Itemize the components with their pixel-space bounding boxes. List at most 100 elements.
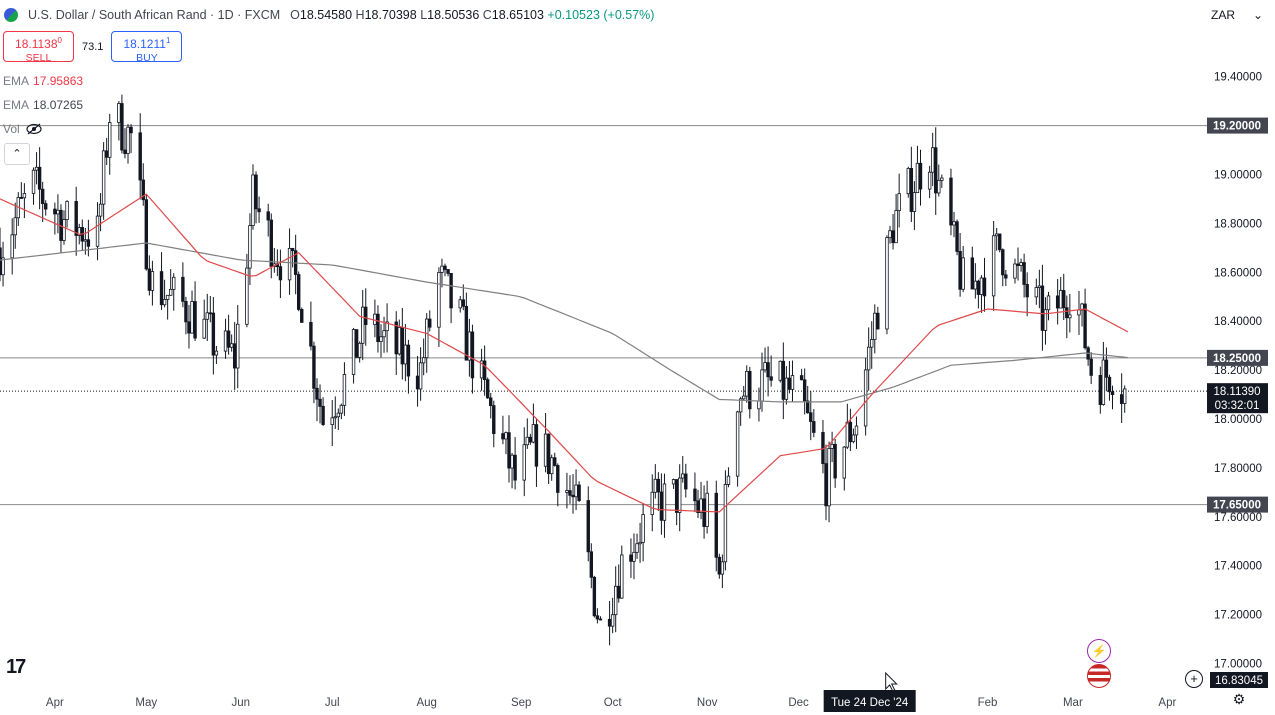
candle: [915, 145, 920, 194]
eye-hidden-icon[interactable]: [26, 123, 42, 135]
price-axis[interactable]: 17.00000 17.20000 17.40000 17.60000 17.80000…: [1207, 30, 1275, 690]
y-tick-label: 18.40000: [1214, 316, 1262, 328]
candle: [769, 355, 773, 387]
candle: [10, 218, 14, 275]
candle: [485, 377, 490, 399]
candle: [229, 334, 234, 352]
candle: [873, 304, 877, 354]
candle: [208, 295, 213, 323]
x-tick-label: Jul: [325, 697, 340, 709]
candle: [574, 469, 578, 511]
candle: [40, 181, 45, 223]
candle: [799, 368, 804, 381]
candle: [610, 597, 615, 634]
lightning-icon[interactable]: ⚡: [1087, 639, 1111, 663]
y-tick-label: 18.80000: [1214, 218, 1262, 230]
candle: [1080, 302, 1084, 327]
candle: [1046, 291, 1051, 321]
candle: [236, 305, 240, 389]
indicator-name: Vol: [3, 122, 20, 136]
candle: [1098, 366, 1103, 414]
candle: [44, 200, 48, 216]
add-plus-icon[interactable]: +: [1185, 670, 1203, 688]
candle: [845, 403, 850, 449]
candle: [784, 366, 789, 405]
candle: [464, 292, 469, 361]
candle: [315, 378, 319, 422]
open-value: 18.54580: [299, 8, 353, 22]
candle: [897, 173, 901, 228]
spread-value: 73.1: [82, 40, 104, 53]
candle: [671, 478, 676, 490]
candle: [991, 221, 996, 311]
x-tick-label: Dec: [788, 697, 809, 709]
candle: [885, 235, 889, 335]
buy-label: BUY: [136, 52, 158, 64]
currency-selector[interactable]: ZAR ⌄: [1207, 4, 1267, 26]
x-tick-label: Jun: [232, 697, 251, 709]
candle: [34, 152, 39, 185]
candle: [961, 245, 965, 293]
candle: [912, 181, 917, 230]
chevron-down-icon: ⌄: [1252, 8, 1263, 22]
candle: [1083, 288, 1087, 350]
time-axis[interactable]: Apr May Jun Jul Aug Sep Oct Nov Dec Feb Mar Apr Tue …: [0, 671, 1275, 715]
candle: [937, 164, 941, 197]
y-tick-label: 19.00000: [1214, 169, 1262, 181]
candle: [53, 202, 57, 235]
candle: [717, 553, 722, 579]
candle: [1104, 347, 1109, 392]
y-tick-label: 19.40000: [1214, 72, 1262, 84]
candle: [361, 290, 365, 361]
close-value: 18.65103: [491, 8, 544, 22]
sell-price-small: 0: [57, 36, 62, 45]
candle: [809, 391, 813, 441]
buy-button[interactable]: 18.12111 BUY: [111, 31, 183, 64]
candles: [0, 94, 1127, 646]
candle: [577, 481, 581, 502]
candle: [1086, 346, 1090, 366]
candle: [373, 299, 377, 338]
candle: [507, 415, 511, 483]
symbol-title[interactable]: U.S. Dollar / South African Rand · 1D · …: [28, 8, 281, 22]
candle: [1119, 373, 1124, 424]
candle: [129, 124, 133, 154]
indicator-ema-fast[interactable]: EMA 17.95863: [3, 74, 83, 88]
candle: [720, 554, 725, 589]
candle: [205, 293, 209, 342]
candle: [321, 397, 325, 426]
indicator-value: 18.07265: [33, 98, 84, 112]
indicator-ema-slow[interactable]: EMA 18.07265: [3, 98, 83, 112]
candle: [443, 263, 447, 277]
candle: [467, 318, 472, 377]
sell-button[interactable]: 18.11380 SELL: [3, 31, 74, 64]
candle: [150, 260, 155, 306]
candle: [138, 113, 142, 200]
candle: [812, 409, 816, 438]
high-label: H: [355, 8, 365, 22]
candle: [339, 403, 344, 420]
y-tick-label: 17.80000: [1214, 463, 1262, 475]
us-flag-icon[interactable]: [1087, 664, 1111, 688]
candle: [162, 279, 167, 308]
candle: [677, 464, 682, 532]
level-label: 17.65000: [1213, 500, 1261, 512]
candle: [309, 301, 313, 351]
candle: [543, 413, 548, 473]
candle: [973, 263, 978, 299]
candle: [56, 194, 60, 234]
mouse-cursor-icon: [885, 671, 898, 692]
candle: [504, 431, 508, 455]
candle: [1040, 264, 1045, 351]
candle: [787, 361, 792, 394]
collapse-legend-button[interactable]: ⌃: [4, 143, 30, 165]
indicator-volume[interactable]: Vol: [3, 122, 42, 136]
currency-value: ZAR: [1211, 8, 1235, 22]
candle: [705, 480, 709, 534]
open-label: O: [290, 8, 300, 22]
level-label-bg: [1207, 117, 1268, 134]
candle: [641, 503, 645, 562]
settings-gear-icon[interactable]: ⚙: [1232, 691, 1246, 707]
candle: [659, 473, 664, 535]
